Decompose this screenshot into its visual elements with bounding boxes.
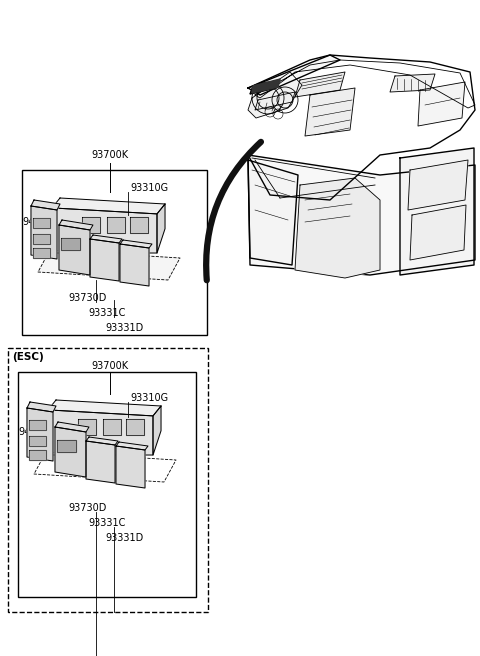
Polygon shape [59,220,93,230]
Polygon shape [27,408,53,461]
Polygon shape [29,450,46,460]
Text: 93331C: 93331C [88,518,125,528]
Bar [22,170,207,335]
Text: 93310G: 93310G [130,393,168,403]
Polygon shape [90,239,119,281]
Polygon shape [248,155,475,275]
Polygon shape [410,205,466,260]
Text: 93331D: 93331D [105,533,143,543]
Polygon shape [29,436,46,446]
Polygon shape [248,160,298,265]
Text: 93730D: 93730D [68,293,107,303]
Polygon shape [157,204,165,253]
Text: 93700K: 93700K [91,361,129,371]
Polygon shape [116,442,148,450]
Polygon shape [31,200,60,210]
Polygon shape [34,452,176,482]
Text: (ESC): (ESC) [12,352,44,362]
Polygon shape [418,82,465,126]
Text: 93331C: 93331C [88,308,125,318]
Polygon shape [295,72,345,97]
Polygon shape [78,419,96,435]
Polygon shape [82,217,100,234]
Polygon shape [52,208,157,253]
Polygon shape [33,218,50,228]
Polygon shape [130,217,148,234]
Polygon shape [33,234,50,244]
Polygon shape [107,217,125,234]
Polygon shape [57,440,76,452]
Polygon shape [90,235,122,243]
Polygon shape [248,55,340,95]
Polygon shape [153,406,161,455]
Polygon shape [52,198,165,214]
Polygon shape [400,148,474,275]
Text: 93310G: 93310G [130,183,168,193]
Polygon shape [408,160,468,210]
Polygon shape [31,206,57,259]
Polygon shape [120,240,152,248]
Polygon shape [390,74,435,92]
Polygon shape [38,250,180,280]
Text: 93700K: 93700K [91,150,129,160]
Polygon shape [86,437,118,445]
Polygon shape [103,419,121,435]
Bar [8,348,208,612]
Polygon shape [305,88,355,136]
Polygon shape [86,441,115,483]
Polygon shape [248,72,302,118]
Polygon shape [55,422,89,432]
Polygon shape [255,92,295,110]
Polygon shape [252,79,280,93]
Polygon shape [61,238,80,250]
Polygon shape [55,427,86,477]
Polygon shape [27,402,56,412]
Polygon shape [48,410,153,455]
Text: 94950: 94950 [22,217,53,227]
Polygon shape [33,248,50,258]
Polygon shape [29,420,46,430]
Text: 93730D: 93730D [68,503,107,513]
Bar [18,372,196,597]
Polygon shape [295,178,380,278]
Polygon shape [120,244,149,286]
Polygon shape [59,225,90,275]
Polygon shape [126,419,144,435]
Text: 93331D: 93331D [105,323,143,333]
Text: 94950: 94950 [18,427,49,437]
Polygon shape [48,400,161,416]
Polygon shape [250,80,280,94]
Polygon shape [116,446,145,488]
